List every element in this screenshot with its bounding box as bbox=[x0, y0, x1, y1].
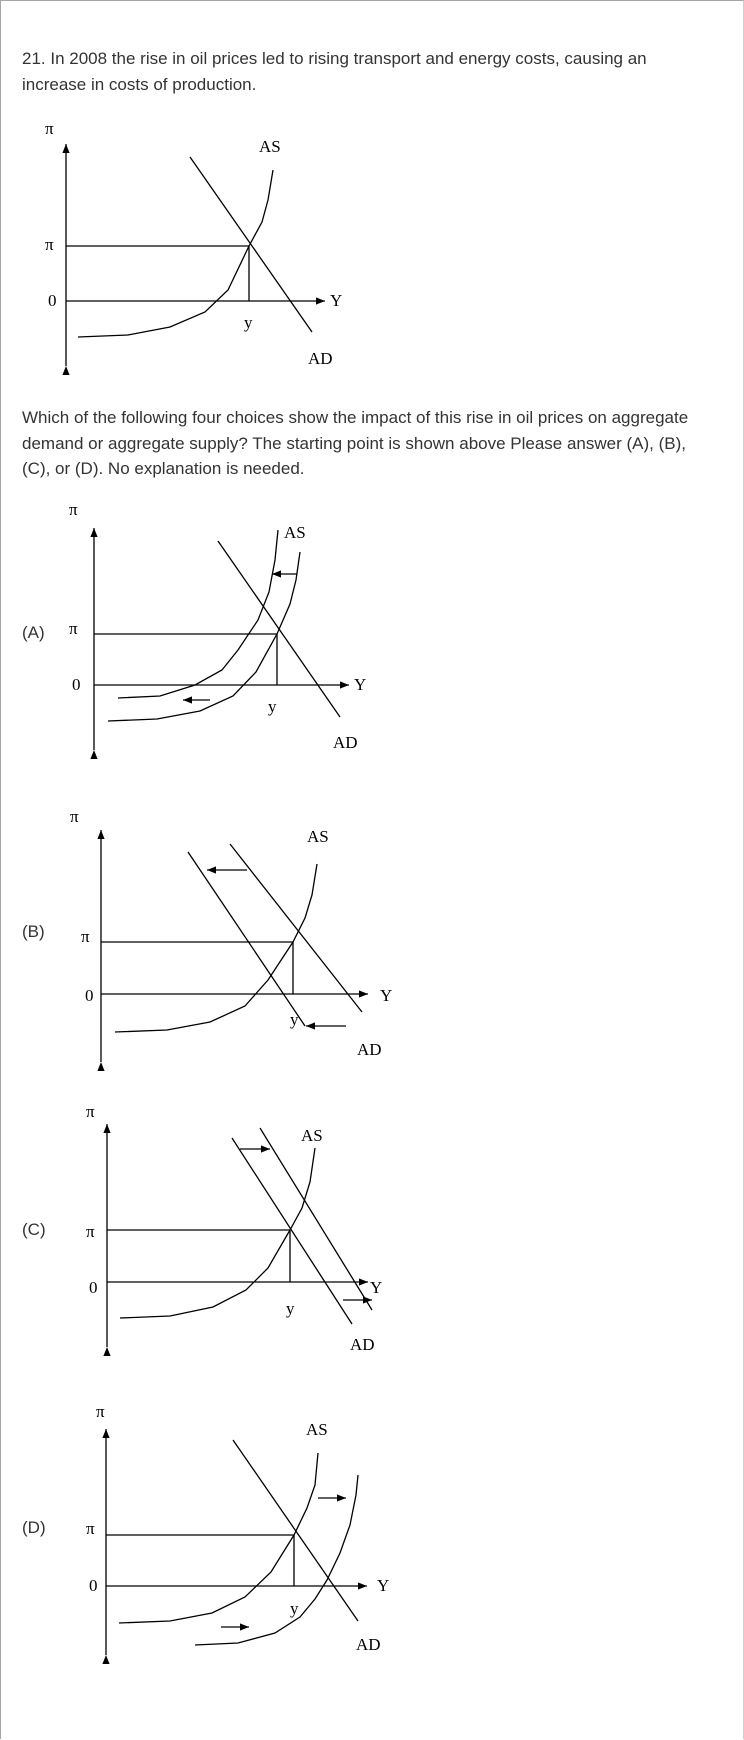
AS-curve-original bbox=[107, 551, 301, 722]
choice-label-d: (D) bbox=[22, 1518, 46, 1537]
AS-curve bbox=[114, 863, 318, 1033]
pi-axis-label: π bbox=[69, 500, 78, 519]
pi-level-label: π bbox=[81, 927, 90, 946]
AS-label: AS bbox=[307, 827, 329, 846]
pi-level-label: π bbox=[69, 619, 78, 638]
question-prompt: Which of the following four choices show… bbox=[22, 408, 689, 478]
question-intro: 21. In 2008 the rise in oil prices led t… bbox=[22, 49, 647, 94]
zero-label: 0 bbox=[85, 986, 94, 1005]
choice-label-c: (C) bbox=[22, 1220, 46, 1239]
AD-curve-shifted bbox=[187, 851, 306, 1027]
AS-curve-shifted bbox=[117, 529, 279, 699]
Y-axis-label: Y bbox=[330, 291, 342, 310]
AS-curve-original bbox=[118, 1452, 319, 1624]
y-output-label: y bbox=[244, 313, 253, 332]
pi-axis-label: π bbox=[86, 1102, 95, 1121]
AS-curve bbox=[119, 1147, 316, 1319]
pi-level-label: π bbox=[86, 1519, 95, 1538]
zero-label: 0 bbox=[48, 291, 57, 310]
zero-label: 0 bbox=[89, 1576, 98, 1595]
AD-curve-original bbox=[229, 843, 363, 1013]
AS-label: AS bbox=[306, 1420, 328, 1439]
Y-axis-label: Y bbox=[370, 1278, 382, 1297]
AS-label: AS bbox=[259, 137, 281, 156]
y-output-label: y bbox=[268, 697, 277, 716]
AS-label: AS bbox=[284, 523, 306, 542]
AD-curve-original bbox=[231, 1137, 353, 1325]
choice-label-a: (A) bbox=[22, 623, 45, 642]
y-output-label: y bbox=[286, 1299, 295, 1318]
zero-label: 0 bbox=[72, 675, 81, 694]
pi-level-label: π bbox=[45, 235, 54, 254]
AD-curve bbox=[189, 156, 313, 333]
choice-graph-b: π π 0 Y y AD AS bbox=[70, 807, 392, 1072]
pi-axis-label: π bbox=[45, 119, 54, 138]
AS-label: AS bbox=[301, 1126, 323, 1145]
Y-axis-label: Y bbox=[377, 1576, 389, 1595]
Y-axis-label: Y bbox=[380, 986, 392, 1005]
AD-label: AD bbox=[356, 1635, 381, 1654]
pi-axis-label: π bbox=[70, 807, 79, 826]
choice-graph-d: π π 0 Y y AD AS bbox=[86, 1402, 389, 1665]
pi-level-label: π bbox=[86, 1222, 95, 1241]
choice-graph-c: π π 0 Y y AD AS bbox=[86, 1102, 382, 1357]
choice-label-b: (B) bbox=[22, 922, 45, 941]
y-output-label: y bbox=[290, 1599, 299, 1618]
choice-graph-a: π π 0 Y y AD AS bbox=[69, 500, 366, 760]
pi-axis-label: π bbox=[96, 1402, 105, 1421]
Y-axis-label: Y bbox=[354, 675, 366, 694]
AD-label: AD bbox=[350, 1335, 375, 1354]
AS-curve-shifted bbox=[194, 1474, 359, 1646]
AS-curve bbox=[77, 169, 274, 338]
AD-label: AD bbox=[333, 733, 358, 752]
starting-graph: π π 0 Y y AD AS bbox=[45, 119, 342, 376]
zero-label: 0 bbox=[89, 1278, 98, 1297]
AD-label: AD bbox=[308, 349, 333, 368]
AD-label: AD bbox=[357, 1040, 382, 1059]
AD-curve-shifted bbox=[259, 1127, 373, 1311]
y-output-label: y bbox=[290, 1010, 299, 1029]
